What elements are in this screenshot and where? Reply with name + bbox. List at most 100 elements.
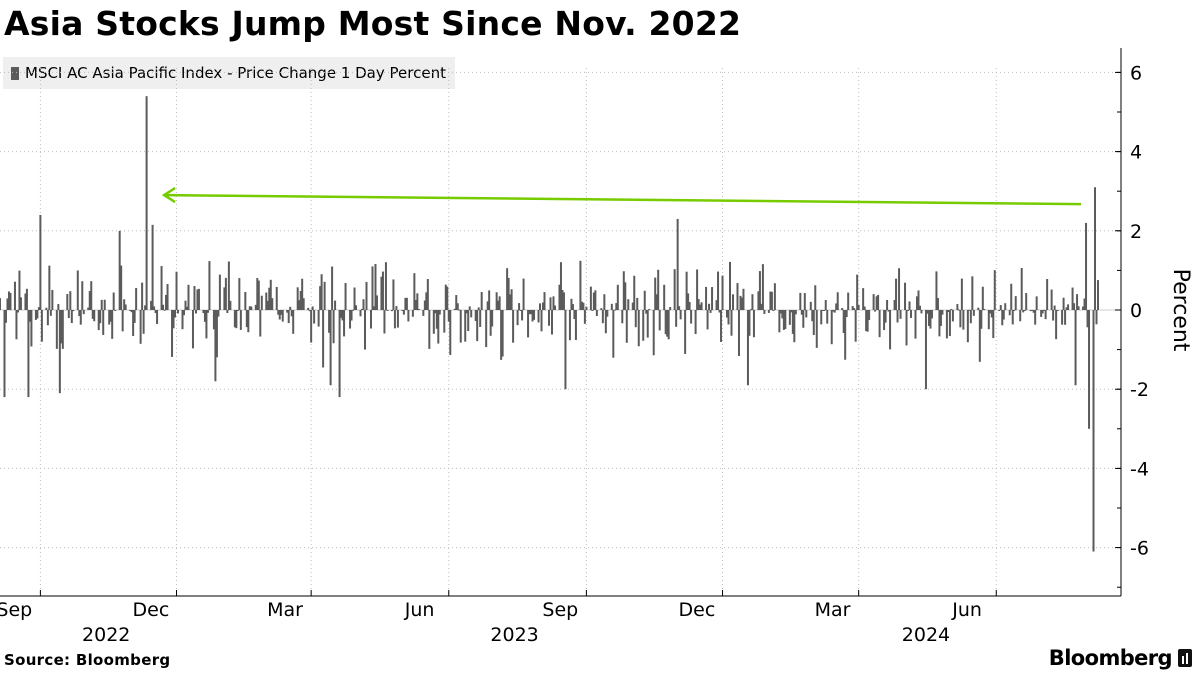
bar [70,310,73,324]
bar [193,286,196,310]
bar [815,310,818,348]
bar [992,310,995,339]
bar [533,310,536,320]
bar [512,310,515,343]
bar [129,310,132,311]
bar [426,279,429,310]
bar [642,310,645,341]
bar [205,310,208,339]
bar [489,310,492,336]
bar [91,310,94,319]
bar [344,283,347,310]
bar [887,310,890,312]
bar [486,301,489,310]
bar [552,296,555,310]
bar [259,310,262,337]
bar [381,271,384,310]
bar [498,296,501,310]
bar [794,310,797,315]
bar [1071,287,1074,310]
bar [24,293,27,310]
bar [459,310,462,343]
bar [444,284,447,310]
bar [9,292,12,310]
bar [832,310,835,312]
bar [685,271,688,310]
bar [956,304,959,310]
bar [203,310,206,322]
bar [694,310,697,335]
bar [800,310,803,315]
y-tick-label: -6 [1130,538,1149,560]
bar [615,303,618,310]
bar [187,284,190,310]
bar [133,310,136,323]
bar [658,310,661,331]
bar [1046,279,1049,310]
bar [57,304,60,310]
bar [594,290,597,310]
bar [322,310,325,368]
bar [111,310,114,339]
bar [411,310,414,317]
bar [582,302,585,310]
bar [1034,310,1037,325]
x-tick-label: Dec [679,599,716,621]
bar [165,294,168,310]
bar [908,301,911,310]
bar [696,269,699,310]
bar [311,306,314,310]
bar [501,310,504,357]
bar [1020,267,1023,310]
bar [78,310,81,317]
bar [392,279,395,310]
bar [239,310,242,330]
bar [621,310,624,324]
bar [904,282,907,310]
bar [1010,283,1013,310]
bar [799,292,802,310]
bar [645,310,648,314]
bar [1082,306,1085,310]
bar [667,310,670,340]
bar [500,310,503,360]
bar [507,277,510,310]
bar [717,271,720,310]
bar [144,305,147,310]
bar [959,310,962,328]
bar [697,299,700,310]
bar [721,275,724,310]
bar-series [0,96,1099,552]
bar [673,269,676,310]
bar [224,277,227,310]
bar [936,297,939,310]
bar [60,310,63,344]
bar [81,281,84,310]
bar [1043,309,1046,311]
bar [386,310,389,311]
bar [227,261,230,310]
annotation-line [164,193,1082,206]
bar [67,310,70,319]
bar [945,310,948,339]
bar [1077,306,1080,310]
bar [215,310,218,358]
bar [648,308,651,310]
bar [836,292,839,310]
bar [329,310,332,386]
bar [746,310,749,386]
bar [61,310,64,349]
bar [1074,310,1077,386]
bar [847,292,850,310]
bar [977,307,980,310]
bar [292,310,295,334]
bar [570,298,573,310]
bar [319,286,322,310]
bar [30,310,33,347]
bar [924,310,927,390]
bar [790,310,793,313]
bar [998,310,1001,311]
bar [395,306,398,310]
bar [624,282,627,310]
bar [1011,310,1014,325]
